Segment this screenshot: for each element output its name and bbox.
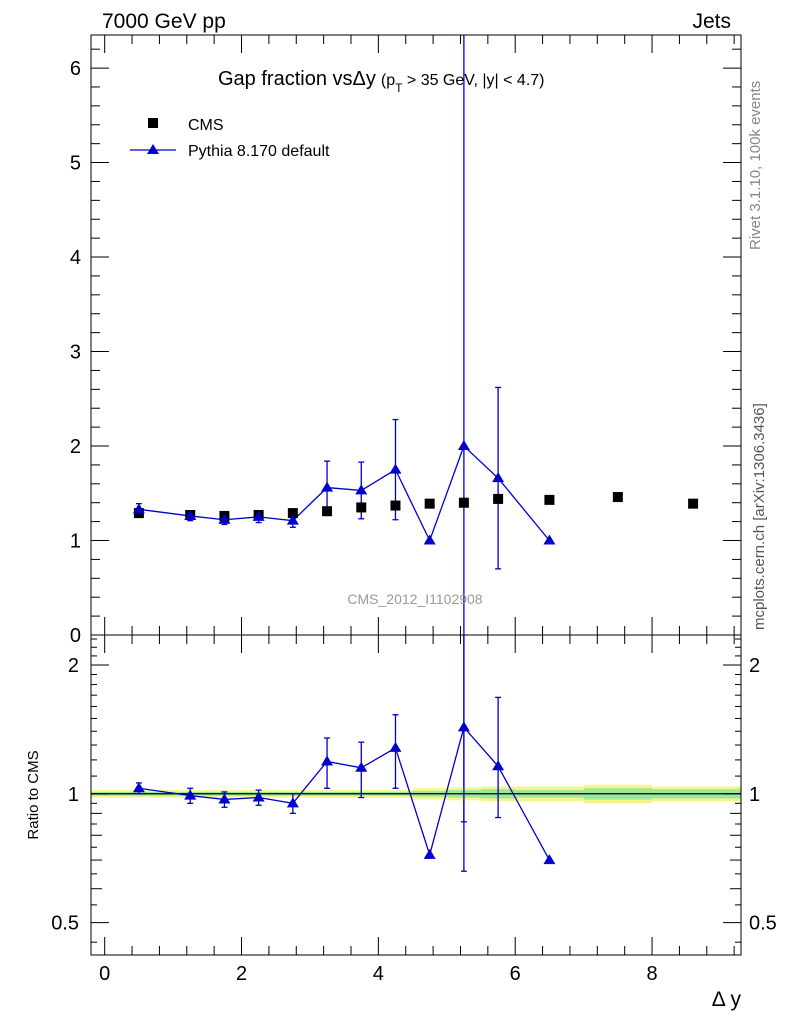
pythia-data-point (423, 534, 436, 545)
main-panel: 0 1 2 3 4 5 6 Gap fraction vsΔy (pT > 35 GeV, |… (70, 34, 742, 872)
main-ticks (91, 35, 741, 636)
ratio-frame (90, 634, 742, 956)
pythia-data-point (218, 513, 231, 524)
title-main: Gap fraction vs (218, 68, 353, 90)
pythia-data-point (286, 514, 299, 525)
title-cuts-rest: > 35 GeV, |y| < 4.7) (402, 72, 544, 89)
y-tick-label: 5 (70, 153, 81, 175)
x-tick-label: 4 (373, 963, 384, 985)
legend-pythia-marker (147, 144, 159, 154)
y-tick-label: 2 (70, 436, 81, 458)
ratio-tick-labels: 0.5 0.5 1 1 2 2 (51, 655, 777, 935)
energy-label: 7000 GeV pp (102, 10, 226, 33)
main-series (132, 35, 699, 872)
ratio-data-point (355, 761, 368, 772)
ratio-data-point (286, 797, 299, 808)
title-cuts-sub: T (395, 81, 403, 95)
cms-data-point (493, 493, 504, 504)
ratio-panel: 0.5 0.5 1 1 2 2 Ratio to CMS (25, 634, 777, 956)
ratio-y-tick-label-right: 0.5 (749, 913, 777, 935)
ratio-y-tick-label: 1 (68, 784, 79, 806)
ratio-data-point (389, 741, 402, 752)
pythia-data-point (252, 510, 265, 521)
pythia-data-point (492, 472, 505, 483)
ratio-y-tick-label: 2 (68, 655, 79, 677)
rivet-version-label: Rivet 3.1.10, 100k events (747, 81, 764, 250)
pythia-data-point (389, 463, 402, 474)
ratio-ticks (91, 635, 741, 955)
title-cuts-open: (p (381, 72, 395, 89)
ratio-data-point (321, 755, 334, 766)
pythia-data-point (184, 509, 197, 520)
ratio-data-point (492, 760, 505, 771)
y-tick-label: 4 (70, 247, 81, 269)
legend-cms-marker (148, 118, 158, 128)
cms-data-point (544, 494, 555, 505)
ratio-data-point (423, 848, 436, 859)
ratio-series (132, 635, 556, 865)
ratio-y-tick-label-right: 1 (749, 784, 760, 806)
legend-cms-label: CMS (188, 117, 224, 134)
cms-data-point (424, 498, 435, 509)
ratio-y-tick-label-right: 2 (749, 655, 760, 677)
ratio-data-point (457, 721, 470, 732)
analysis-label: CMS_2012_I1102908 (347, 591, 482, 607)
ratio-y-tick-label: 0.5 (51, 913, 79, 935)
cms-data-point (390, 500, 401, 511)
pythia-data-point (543, 534, 556, 545)
pythia-data-point (132, 503, 145, 514)
chart-title: Gap fraction vsΔy (pT > 35 GeV, |y| < 4.7… (218, 68, 544, 95)
x-axis-label: Δ y (712, 988, 742, 1011)
ratio-series-line (138, 725, 550, 861)
x-tick-label: 8 (646, 963, 657, 985)
cms-data-point (322, 506, 333, 517)
ratio-data-point (218, 793, 231, 804)
x-tick-label: 2 (236, 963, 247, 985)
main-tick-labels: 0 1 2 3 4 5 6 (70, 58, 81, 647)
ratio-data-point (252, 791, 265, 802)
y-tick-label: 3 (70, 342, 81, 364)
legend-pythia-label: Pythia 8.170 default (188, 143, 330, 160)
cms-data-point (688, 498, 699, 509)
cms-data-point (356, 502, 367, 513)
y-tick-label: 1 (70, 531, 81, 553)
ratio-data-point (184, 789, 197, 800)
x-tick-labels: 0 2 4 6 8 (99, 963, 657, 985)
title-delta: Δy (353, 68, 376, 90)
ratio-y-axis-label: Ratio to CMS (25, 750, 42, 839)
pythia-data-point (321, 481, 334, 492)
mcplots-label: mcplots.cern.ch [arXiv:1306.3436] (751, 403, 768, 630)
pythia-data-point (457, 440, 470, 451)
process-label: Jets (692, 10, 731, 33)
pythia-series-line (138, 444, 550, 543)
ratio-data-point (543, 854, 556, 865)
cms-data-point (287, 508, 298, 519)
cms-data-point (458, 497, 469, 508)
cms-data-point (612, 492, 623, 503)
y-tick-label: 6 (70, 58, 81, 80)
x-tick-label: 0 (99, 963, 110, 985)
ratio-data-point (132, 782, 145, 793)
legend: CMS Pythia 8.170 default (130, 117, 330, 160)
x-tick-label: 6 (510, 963, 521, 985)
y-tick-label: 0 (70, 625, 81, 647)
pythia-data-point (355, 484, 368, 495)
